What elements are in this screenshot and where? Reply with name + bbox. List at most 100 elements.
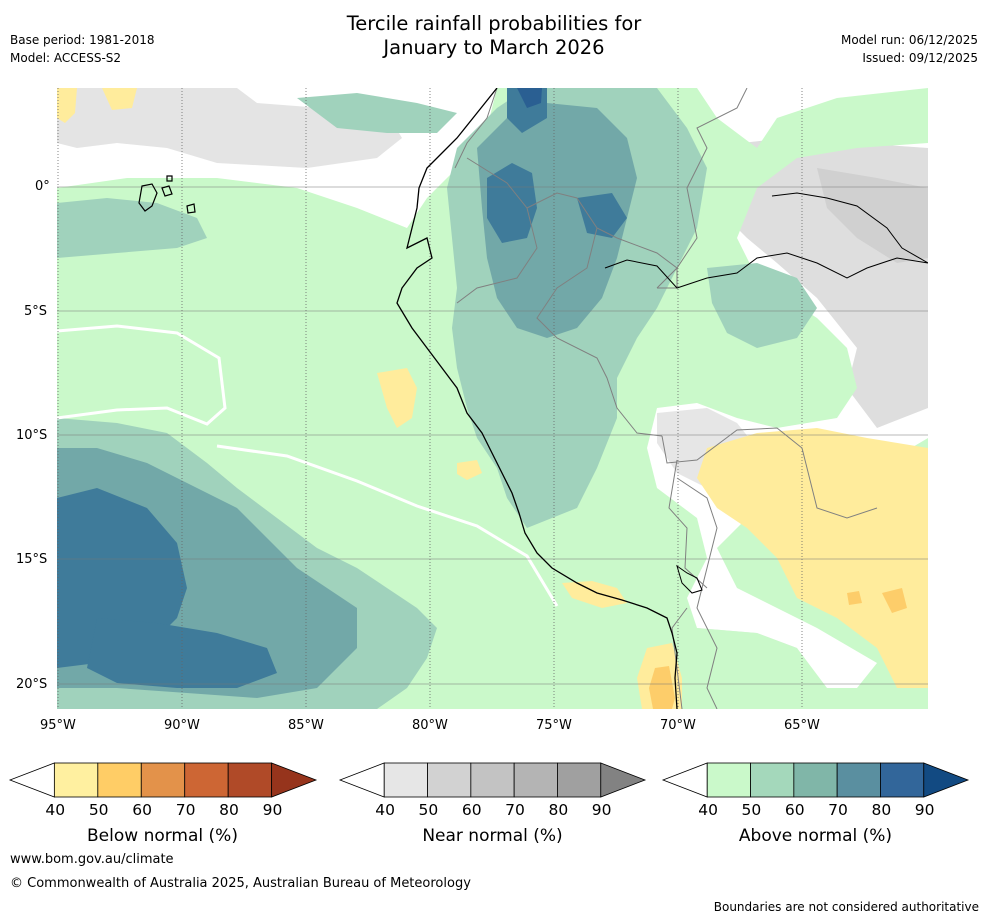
model-text: Model: ACCESS-S2 xyxy=(10,51,122,65)
colorbar-near-tick-90: 90 xyxy=(591,801,612,819)
colorbar-near-tick-50: 50 xyxy=(418,801,439,819)
colorbar-above-swatch-2 xyxy=(793,762,838,798)
base-period-text: Base period: 1981-2018 xyxy=(10,33,155,47)
issued-text: Issued: 09/12/2025 xyxy=(862,51,978,65)
colorbar-below-normal xyxy=(8,762,318,798)
colorbar-near-normal xyxy=(338,762,647,798)
amazon-river xyxy=(604,192,929,289)
colorbar-above-ticks: 40 50 60 70 80 90 xyxy=(0,801,988,821)
colorbar-above-tick-40: 40 xyxy=(698,801,718,819)
colorbar-near-swatch-0 xyxy=(383,762,428,798)
galapagos-island-3 xyxy=(166,175,173,182)
lon-tick-90w: 90°W xyxy=(164,718,200,733)
colorbar-below-tick-60: 60 xyxy=(132,801,152,819)
above-normal-50-east xyxy=(707,263,817,348)
galapagos-island-2 xyxy=(161,185,173,197)
colorbar-below-swatch-3 xyxy=(184,762,229,798)
model-run-text: Model run: 06/12/2025 xyxy=(840,33,978,47)
colorbar-near-swatch-2 xyxy=(470,762,515,798)
below-normal-patch-coast-south xyxy=(457,460,482,480)
colorbar-below-tick-40: 40 xyxy=(45,801,66,819)
colorbar-above-normal xyxy=(661,762,970,798)
colorbar-near-ticks: 40 50 60 70 80 90 xyxy=(0,801,988,821)
colorbar-below-tick-50: 50 xyxy=(88,801,109,819)
colorbar-below-swatch-0 xyxy=(53,762,99,798)
colorbar-near-tick-80: 80 xyxy=(548,801,569,819)
galapagos-island-4 xyxy=(186,203,196,214)
below-normal-patch-coast xyxy=(377,368,417,428)
colorbar-above-swatch-0 xyxy=(706,762,751,798)
colorbar-above-swatch-1 xyxy=(750,762,795,798)
colorbar-below-tick-90: 90 xyxy=(262,801,283,819)
colorbar-near-swatch-3 xyxy=(513,762,558,798)
lon-tick-85w: 85°W xyxy=(288,718,324,733)
below-normal-50-east xyxy=(847,588,907,613)
no-signal-outline-south xyxy=(216,444,559,607)
galapagos-islands xyxy=(138,175,196,214)
lat-tick-15s: 15°S xyxy=(16,552,48,567)
colorbar-above-low-arrow xyxy=(661,762,708,798)
above-normal-70-east-inland xyxy=(577,193,627,238)
colorbar-above-tick-90: 90 xyxy=(914,801,935,819)
above-normal-50-north-ocean xyxy=(57,198,207,258)
lon-tick-70w: 70°W xyxy=(660,718,696,733)
colorbar-below-tick-70: 70 xyxy=(175,801,196,819)
above-normal-80-north xyxy=(517,88,542,108)
colorbar-below-high-arrow xyxy=(271,762,318,798)
colorbar-near-tick-60: 60 xyxy=(461,801,482,819)
title-line-1: Tercile rainfall probabilities for xyxy=(346,12,642,35)
website-text: www.bom.gov.au/climate xyxy=(10,852,174,867)
colorbar-near-tick-70: 70 xyxy=(505,801,525,819)
no-signal-outline xyxy=(56,324,227,426)
lon-tick-95w: 95°W xyxy=(40,718,76,733)
colorbar-below-swatch-4 xyxy=(227,762,273,798)
colorbar-near-swatch-1 xyxy=(427,762,472,798)
galapagos-island-1 xyxy=(138,183,158,212)
below-normal-patch-northwest xyxy=(57,88,137,123)
colorbar-above-tick-80: 80 xyxy=(871,801,892,819)
below-normal-patch-east xyxy=(697,428,928,688)
near-normal-region-far-northeast xyxy=(817,168,928,263)
lon-tick-80w: 80°W xyxy=(412,718,448,733)
lat-gridlines xyxy=(57,186,928,685)
lon-tick-65w: 65°W xyxy=(784,718,820,733)
lake-titicaca xyxy=(676,564,703,594)
above-normal-50-north-top xyxy=(297,93,457,133)
colorbar-above-swatch-4 xyxy=(880,762,925,798)
lat-tick-5s: 5°S xyxy=(24,304,48,319)
above-normal-70-inland xyxy=(487,163,537,243)
below-normal-50-south xyxy=(649,666,675,709)
colorbar-near-swatch-4 xyxy=(557,762,602,798)
colorbar-above-high-arrow xyxy=(923,762,970,798)
colorbar-below-label: Below normal (%) xyxy=(87,826,238,846)
country-borders xyxy=(454,87,878,710)
copyright-text: © Commonwealth of Australia 2025, Austra… xyxy=(10,876,471,891)
colorbar-below-low-arrow xyxy=(8,762,55,798)
colorbar-above-label: Above normal (%) xyxy=(738,826,893,846)
colorbar-above-tick-60: 60 xyxy=(784,801,805,819)
title-line-2: January to March 2026 xyxy=(383,36,605,59)
colorbars-svg xyxy=(8,762,970,798)
coastline xyxy=(396,87,678,710)
lat-tick-0: 0° xyxy=(35,179,50,194)
colorbar-near-high-arrow xyxy=(600,762,647,798)
disclaimer-text: Boundaries are not considered authoritat… xyxy=(713,900,979,914)
map-title: Tercile rainfall probabilities for Janua… xyxy=(0,12,988,60)
below-normal-patch-southcoast xyxy=(562,581,627,608)
lat-tick-20s: 20°S xyxy=(16,677,48,692)
probability-map xyxy=(56,87,929,710)
map-svg xyxy=(56,87,929,710)
colorbar-below-swatch-1 xyxy=(97,762,142,798)
colorbar-near-tick-40: 40 xyxy=(375,801,395,819)
colorbar-below-ticks: 40 50 60 70 80 90 xyxy=(0,801,988,821)
lon-tick-75w: 75°W xyxy=(536,718,572,733)
colorbar-above-tick-70: 70 xyxy=(828,801,848,819)
colorbar-above-tick-50: 50 xyxy=(741,801,762,819)
colorbar-below-swatch-2 xyxy=(140,762,186,798)
colorbar-below-tick-80: 80 xyxy=(219,801,239,819)
colorbar-above-swatch-3 xyxy=(836,762,881,798)
colorbar-near-low-arrow xyxy=(338,762,385,798)
lat-tick-10s: 10°S xyxy=(16,428,48,443)
colorbar-near-label: Near normal (%) xyxy=(422,826,563,846)
above-normal-60-inland xyxy=(477,103,637,338)
